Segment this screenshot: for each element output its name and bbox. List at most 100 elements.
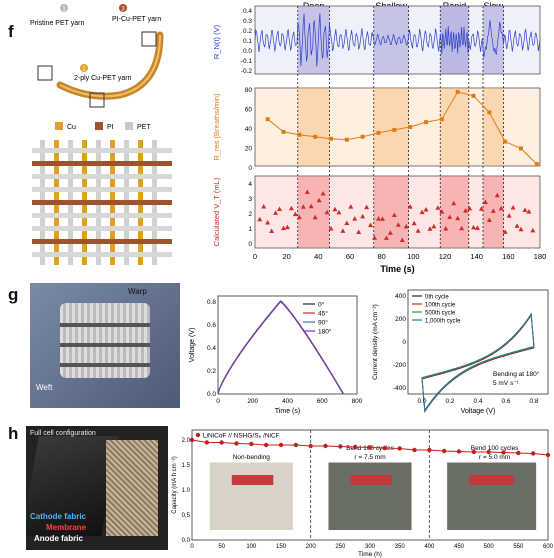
volume-point xyxy=(474,225,480,230)
cyc-x-tick: 400 xyxy=(424,544,435,550)
cyc-x-tick: 150 xyxy=(276,544,287,550)
anode-sheet xyxy=(106,440,158,536)
volume-point xyxy=(443,226,449,231)
radius-label-1: r = 7.5 mm xyxy=(354,454,385,461)
gcd-x-tick: 200 xyxy=(247,398,258,405)
volume-point xyxy=(486,217,492,222)
membrane-label: Membrane xyxy=(46,523,87,532)
cyc-x-tick: 450 xyxy=(454,544,465,550)
gcd-series xyxy=(217,300,344,394)
volume-point xyxy=(356,229,362,234)
weft-yarn xyxy=(32,174,172,179)
volume-point xyxy=(494,192,500,198)
marker-3 xyxy=(119,4,127,12)
volume-point xyxy=(522,207,528,212)
volume-point xyxy=(399,237,405,242)
volume-point xyxy=(415,228,421,233)
cv-y-tick: 400 xyxy=(395,293,406,300)
cyc-y-tick: 1.5 xyxy=(182,463,191,469)
zoom-box-3 xyxy=(141,31,157,47)
gcd-chart: 0 200 400 600 800 0.0 0.2 0.4 0.6 0.8 Time (s) Volt… xyxy=(189,295,363,415)
cyc-x-tick: 250 xyxy=(335,544,346,550)
cv-frame xyxy=(407,289,549,395)
gcd-legend-text: 45° xyxy=(318,310,328,318)
volume-point xyxy=(391,212,397,218)
cv-series xyxy=(421,312,535,412)
cv-series xyxy=(421,312,535,412)
cyc-legend-text: LiNiCoF // NSHG/S₈ /NiCF xyxy=(203,433,280,440)
signal-y-tick: 0.1 xyxy=(243,38,252,45)
rate-line xyxy=(267,91,538,165)
cyc-y-tick: 1.0 xyxy=(182,488,191,494)
panel-label-g: g xyxy=(8,285,19,304)
volume-point xyxy=(288,205,294,211)
cathode-label: Cathode fabric xyxy=(30,512,87,521)
volume-point xyxy=(411,220,417,226)
subplot-frame xyxy=(254,87,541,167)
marker-3-text: 3 xyxy=(121,7,125,13)
gcd-x-tick: 600 xyxy=(317,398,328,405)
legend-pet: PET xyxy=(137,124,151,131)
cyc-x-tick: 200 xyxy=(306,544,317,550)
region-shade xyxy=(297,6,330,74)
x-tick: 140 xyxy=(470,252,483,261)
volume-point xyxy=(312,214,318,220)
volume-point xyxy=(471,224,476,230)
legend-pi: PI xyxy=(107,124,114,131)
volume-point xyxy=(530,227,536,233)
volume-point xyxy=(427,226,433,231)
volume-point xyxy=(372,235,378,240)
gcd-legend-text: 180° xyxy=(318,328,332,336)
volume-point xyxy=(352,216,358,221)
volume-point xyxy=(451,200,457,206)
cv-chart: 0.0 0.2 0.4 0.6 0.8 400 200 0 -200 -400 Voltage (V… xyxy=(372,289,549,415)
x-tick: 120 xyxy=(439,252,452,261)
volume-point xyxy=(328,226,334,231)
region-shade xyxy=(440,88,469,166)
volume-point xyxy=(383,235,389,240)
inset-photo xyxy=(447,462,537,530)
rate-y-tick: 40 xyxy=(245,126,253,133)
cyc-y-tick: 2.0 xyxy=(182,438,191,444)
cv-ylabel: Current density (mA cm⁻²) xyxy=(372,304,379,380)
volume-point xyxy=(518,226,524,232)
volume-point xyxy=(423,207,429,212)
radius-label-2: r = 5.0 mm xyxy=(479,454,510,461)
cv-x-tick: 0.6 xyxy=(501,398,510,405)
weft-stripe-3 xyxy=(60,363,150,367)
volume-point xyxy=(364,204,370,210)
cv-y-tick: 0 xyxy=(402,339,406,346)
volume-point xyxy=(273,210,279,215)
cv-y-tick: -200 xyxy=(393,362,406,369)
legend-swatch-cu xyxy=(55,122,63,130)
cv-x-tick: 0.0 xyxy=(417,398,426,405)
cyc-x-tick: 550 xyxy=(513,544,524,550)
volume-point xyxy=(482,199,488,204)
cyc-line xyxy=(191,439,549,456)
volume-point xyxy=(300,204,306,209)
marker-2-text: 2 xyxy=(82,67,86,73)
region-shade xyxy=(297,176,330,248)
volume-point xyxy=(368,222,374,228)
cyc-x-tick: 0 xyxy=(190,544,194,550)
volume-point xyxy=(281,225,286,231)
cv-x-tick: 0.4 xyxy=(473,398,482,405)
signal-trace xyxy=(254,13,541,67)
signal-y-tick: -0.1 xyxy=(241,58,253,65)
volume-point xyxy=(320,191,326,196)
gcd-x-tick: 0 xyxy=(216,398,220,405)
inset-led-strip xyxy=(350,475,392,485)
cyc-legend-marker xyxy=(195,432,201,438)
volume-point xyxy=(439,209,445,214)
weft-stripe-1 xyxy=(60,323,150,327)
x-tick: 160 xyxy=(502,252,515,261)
zoom-box-2 xyxy=(89,92,105,108)
legend-swatch-pi xyxy=(95,122,103,130)
rate-y-tick: 20 xyxy=(245,146,253,153)
volume-point xyxy=(395,222,401,227)
cyc-y-tick: 0.5 xyxy=(182,513,191,519)
volume-point xyxy=(407,204,413,209)
volume-point xyxy=(463,208,469,213)
label-two-ply: 2-ply Cu-PET yarn xyxy=(74,75,132,82)
